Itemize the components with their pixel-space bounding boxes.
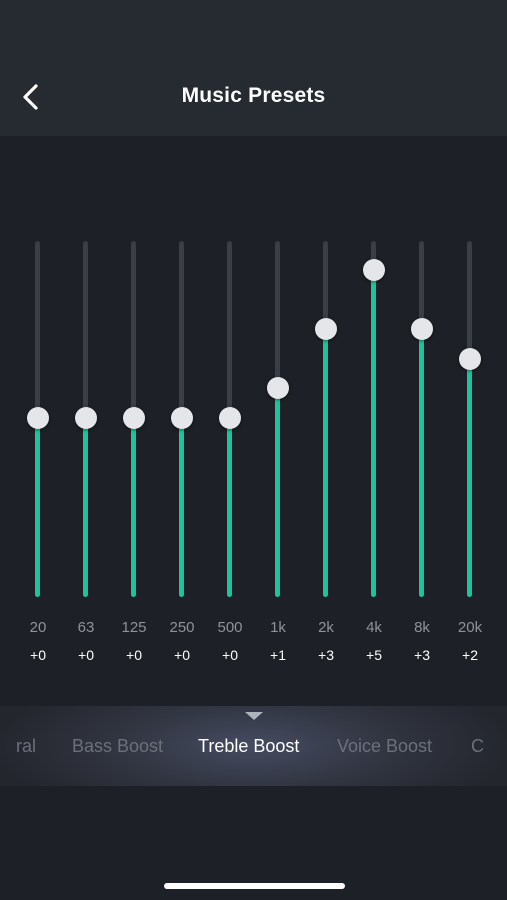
- eq-slider-thumb[interactable]: [459, 347, 481, 370]
- eq-band-gain: +1: [270, 647, 286, 663]
- preset-item-treble-boost[interactable]: Treble Boost: [198, 736, 300, 756]
- eq-band-gain: +0: [174, 647, 190, 663]
- preset-item-partial-right[interactable]: C: [471, 736, 484, 756]
- equalizer: 20 +0 63 +0 125 +0 250 +0 50: [27, 241, 483, 663]
- eq-band-gain: +3: [414, 647, 430, 663]
- eq-slider-thumb[interactable]: [171, 407, 193, 429]
- eq-slider-fill: [467, 358, 472, 597]
- eq-band-frequency: 20: [29, 619, 47, 636]
- home-indicator[interactable]: [164, 883, 345, 889]
- eq-slider-thumb[interactable]: [123, 407, 145, 429]
- eq-band-gain: +0: [222, 647, 238, 663]
- eq-band-frequency: 125: [121, 619, 147, 636]
- chevron-left-icon: [12, 77, 52, 117]
- preset-item-partial-left[interactable]: ral: [16, 736, 37, 756]
- eq-slider-fill: [371, 270, 376, 597]
- back-button[interactable]: [12, 77, 52, 117]
- eq-slider-thumb[interactable]: [363, 259, 385, 281]
- eq-slider-fill: [179, 418, 184, 597]
- header-bar: Music Presets: [0, 0, 507, 136]
- eq-slider-fill: [227, 418, 232, 597]
- eq-slider-fill: [419, 329, 424, 597]
- eq-band-gain: +2: [462, 647, 478, 663]
- eq-slider-thumb[interactable]: [411, 318, 433, 341]
- eq-band-frequency: 250: [169, 619, 195, 636]
- eq-band-gain: +3: [318, 647, 334, 663]
- eq-slider-thumb[interactable]: [267, 377, 289, 400]
- preset-item-voice-boost[interactable]: Voice Boost: [337, 736, 433, 756]
- eq-band-frequency: 500: [217, 619, 243, 636]
- eq-band-frequency: 1k: [270, 619, 286, 636]
- eq-slider-fill: [323, 329, 328, 597]
- eq-slider-fill: [83, 418, 88, 597]
- eq-band-gain: +0: [78, 647, 94, 663]
- eq-slider-fill: [131, 418, 136, 597]
- eq-band-frequency: 2k: [318, 619, 334, 636]
- eq-slider-thumb[interactable]: [75, 407, 97, 429]
- eq-band-frequency: 4k: [366, 619, 382, 636]
- eq-band-gain: +0: [126, 647, 142, 663]
- page-title: Music Presets: [181, 84, 326, 107]
- eq-band-frequency: 63: [77, 619, 95, 636]
- eq-slider-fill: [275, 388, 280, 597]
- eq-slider-thumb[interactable]: [27, 407, 49, 429]
- selection-pointer-icon: [245, 712, 263, 720]
- eq-band-frequency: 8k: [414, 619, 430, 636]
- eq-band-gain: +5: [366, 647, 382, 663]
- eq-band-gain: +0: [30, 647, 46, 663]
- preset-selector[interactable]: ral Bass Boost Treble Boost Voice Boost …: [0, 706, 507, 786]
- eq-slider-fill: [35, 418, 40, 597]
- preset-item-bass-boost[interactable]: Bass Boost: [72, 736, 164, 756]
- eq-slider-thumb[interactable]: [219, 407, 241, 429]
- eq-band-frequency: 20k: [457, 619, 483, 636]
- eq-slider-thumb[interactable]: [315, 318, 337, 341]
